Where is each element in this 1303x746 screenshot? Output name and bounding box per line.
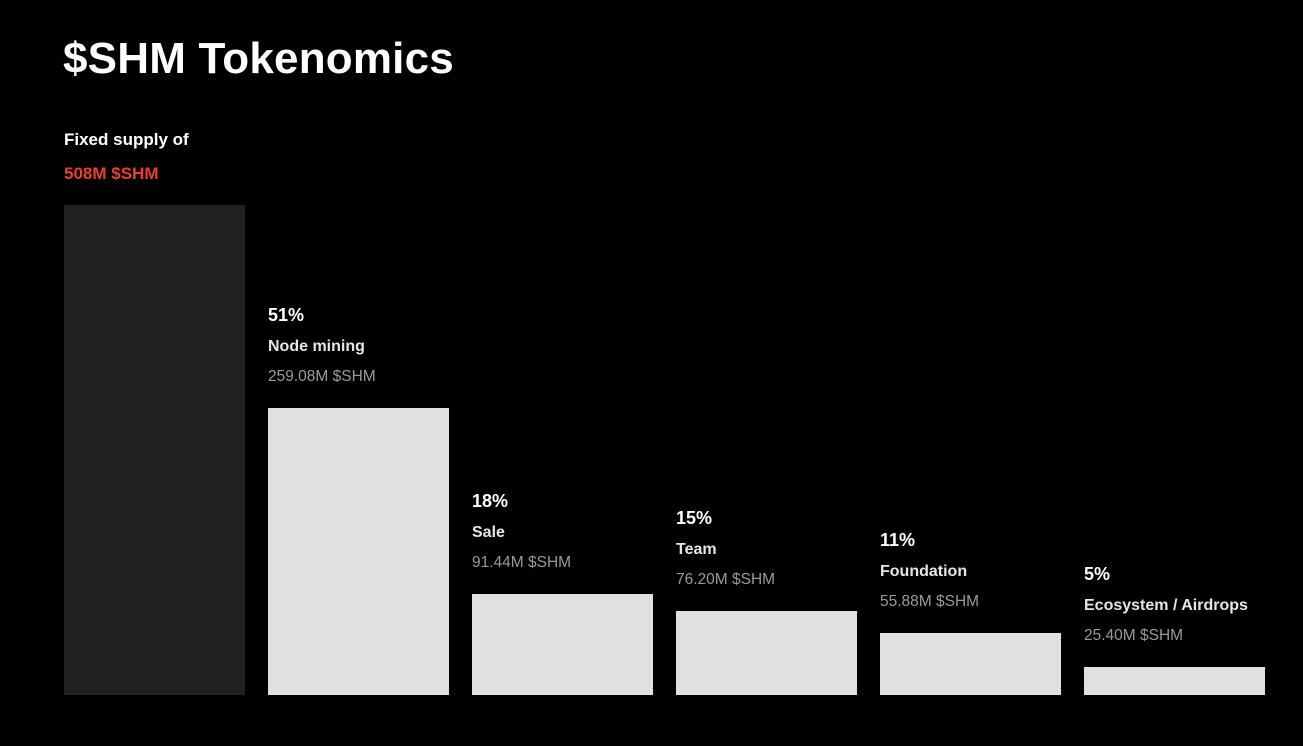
- segment-amount-label: 259.08M $SHM: [268, 368, 376, 385]
- total-supply-column: Fixed supply of 508M $SHM: [64, 129, 245, 695]
- segment-percent-label: 5%: [1084, 564, 1111, 584]
- segment-name-label: Node mining: [268, 338, 365, 355]
- segment-name-label: Sale: [472, 524, 505, 541]
- segment-bar-node-mining: [268, 408, 449, 695]
- segment-name-label: Team: [676, 541, 717, 558]
- segment-amount-label: 25.40M $SHM: [1084, 627, 1184, 644]
- segment-bar-team: [676, 611, 857, 695]
- segment-bar-foundation: [880, 633, 1061, 695]
- total-supply-bar: [64, 205, 245, 695]
- segment-percent-label: 51%: [268, 305, 305, 325]
- page-title: $SHM Tokenomics: [63, 34, 454, 83]
- segment-amount-label: 91.44M $SHM: [472, 554, 572, 571]
- segment-name-label: Ecosystem / Airdrops: [1084, 597, 1248, 614]
- segment-column-team: 15% Team 76.20M $SHM: [676, 508, 857, 695]
- segment-name-label: Foundation: [880, 563, 968, 580]
- total-supply-amount: 508M $SHM: [64, 164, 159, 183]
- segment-percent-label: 11%: [880, 530, 916, 550]
- segment-column-foundation: 11% Foundation 55.88M $SHM: [880, 530, 1061, 695]
- segment-amount-label: 76.20M $SHM: [676, 571, 776, 588]
- segment-column-ecosystem-airdrops: 5% Ecosystem / Airdrops 25.40M $SHM: [1084, 564, 1265, 695]
- segment-percent-label: 18%: [472, 491, 509, 511]
- fixed-supply-label: Fixed supply of: [64, 130, 189, 149]
- segment-column-node-mining: 51% Node mining 259.08M $SHM: [268, 305, 449, 695]
- segment-amount-label: 55.88M $SHM: [880, 593, 980, 610]
- segment-bar-ecosystem-airdrops: [1084, 667, 1265, 695]
- segment-bar-sale: [472, 594, 653, 695]
- segment-percent-label: 15%: [676, 508, 713, 528]
- segment-column-sale: 18% Sale 91.44M $SHM: [472, 491, 653, 695]
